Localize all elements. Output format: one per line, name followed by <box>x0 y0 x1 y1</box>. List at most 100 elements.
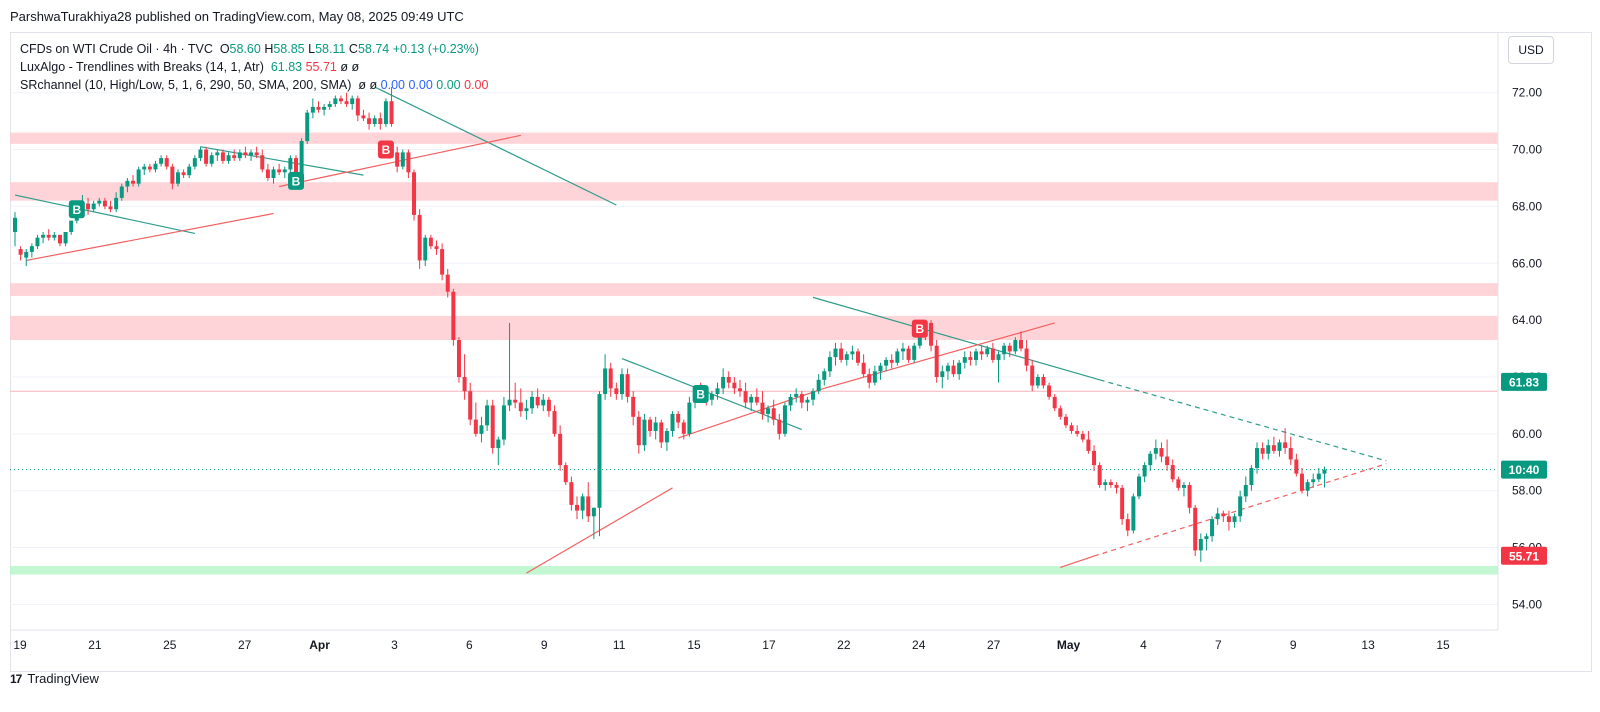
candle <box>619 368 624 400</box>
candle-body <box>715 388 720 395</box>
candle-body <box>1311 479 1316 483</box>
chart-legend: CFDs on WTI Crude Oil · 4h · TVC O58.60 … <box>20 40 488 94</box>
candle-body <box>1215 513 1220 520</box>
candle-body <box>451 291 456 341</box>
candle-body <box>541 399 546 406</box>
candle <box>333 95 338 107</box>
candle <box>102 197 107 210</box>
break-marker: B <box>68 200 85 219</box>
trendline <box>26 212 274 262</box>
candle <box>737 379 742 397</box>
candle-body <box>428 237 433 247</box>
candle <box>1137 473 1141 500</box>
candle-body <box>530 396 535 409</box>
candle <box>867 368 872 389</box>
candle-body <box>322 106 327 110</box>
candle-body <box>900 348 905 352</box>
candle-body <box>1052 396 1057 409</box>
tradingview-footer[interactable]: 17 TradingView <box>10 671 99 686</box>
legend-low-label: L <box>308 42 316 56</box>
trendline <box>1060 555 1095 569</box>
sr-zone <box>10 132 1498 144</box>
candle-body <box>305 112 310 142</box>
candle <box>1322 466 1327 488</box>
candle <box>456 337 461 383</box>
candle-body <box>159 158 164 164</box>
candle <box>265 163 270 181</box>
candle-body <box>1018 340 1023 349</box>
indicator-trendlines-name[interactable]: LuxAlgo - Trendlines with Breaks (14, 1,… <box>20 60 264 74</box>
candle <box>243 146 248 159</box>
candle <box>1063 413 1068 429</box>
candle-body <box>850 351 855 355</box>
candle <box>1305 479 1310 497</box>
candle-body <box>833 348 838 358</box>
indicator-srchannel-value-3: 0.00 <box>436 78 461 92</box>
currency-button[interactable]: USD <box>1508 36 1554 64</box>
legend-row-srchannel[interactable]: SRchannel (10, High/Low, 5, 1, 6, 290, 5… <box>20 76 488 94</box>
candle-body <box>114 197 119 210</box>
candle-body <box>204 149 209 164</box>
candle <box>648 416 653 437</box>
price-label-text: 55.71 <box>1509 549 1539 563</box>
candle <box>485 399 490 431</box>
candle-body <box>979 351 984 355</box>
candle <box>974 348 979 366</box>
indicator-srchannel-value-4: 0.00 <box>464 78 489 92</box>
candle <box>451 288 456 346</box>
x-tick-label: 27 <box>987 638 1001 652</box>
break-marker: B <box>288 171 304 190</box>
x-tick-label: 19 <box>13 638 27 652</box>
trendline <box>200 146 364 176</box>
y-tick-label: 60.00 <box>1512 427 1542 441</box>
candle <box>1193 504 1198 557</box>
price-label: 10:40 <box>1501 460 1547 479</box>
candle <box>760 391 765 420</box>
legend-symbol[interactable]: CFDs on WTI Crude Oil · 4h · TVC <box>20 42 213 56</box>
candle-body <box>1193 507 1198 551</box>
candle-body <box>648 419 653 431</box>
legend-change: +0.13 (+0.23%) <box>392 42 479 56</box>
candle-body <box>316 106 321 110</box>
candle-body <box>1294 459 1299 474</box>
indicator-srchannel-name[interactable]: SRchannel (10, High/Low, 5, 1, 6, 290, 5… <box>20 78 352 92</box>
candle-body <box>400 152 405 167</box>
candle <box>861 354 866 377</box>
sr-zone <box>10 283 1498 296</box>
candle <box>41 232 46 244</box>
price-label-box <box>1501 546 1547 565</box>
y-tick-label: 54.00 <box>1512 597 1542 611</box>
x-tick-label: 6 <box>466 638 473 652</box>
candle <box>406 149 411 178</box>
legend-row-symbol[interactable]: CFDs on WTI Crude Oil · 4h · TVC O58.60 … <box>20 40 488 58</box>
candle <box>743 382 748 409</box>
candle <box>569 476 574 511</box>
indicator-srchannel-value-1: 0.00 <box>380 78 405 92</box>
candle-body <box>41 234 46 238</box>
candle <box>934 340 939 383</box>
null-symbol-icon: ø <box>351 60 360 74</box>
candle-body <box>929 322 934 346</box>
candle <box>35 234 40 250</box>
candle <box>57 234 62 247</box>
break-marker-box <box>911 319 928 338</box>
candle-body <box>46 234 51 238</box>
candle <box>479 416 484 443</box>
legend-row-trendlines[interactable]: LuxAlgo - Trendlines with Breaks (14, 1,… <box>20 58 488 76</box>
candle <box>771 399 776 426</box>
candle-body <box>1255 448 1260 468</box>
candle-body <box>52 234 57 238</box>
candle <box>1148 450 1153 471</box>
candle <box>153 160 158 173</box>
candle <box>260 149 265 173</box>
x-tick-label: 17 <box>762 638 776 652</box>
candle-body <box>726 376 731 383</box>
candle-body <box>147 166 152 170</box>
candle-body <box>1249 467 1254 486</box>
candle-body <box>288 158 293 170</box>
candle-body <box>1204 536 1209 540</box>
candle <box>945 362 950 380</box>
candle <box>962 351 967 369</box>
candle-body <box>1170 465 1175 480</box>
